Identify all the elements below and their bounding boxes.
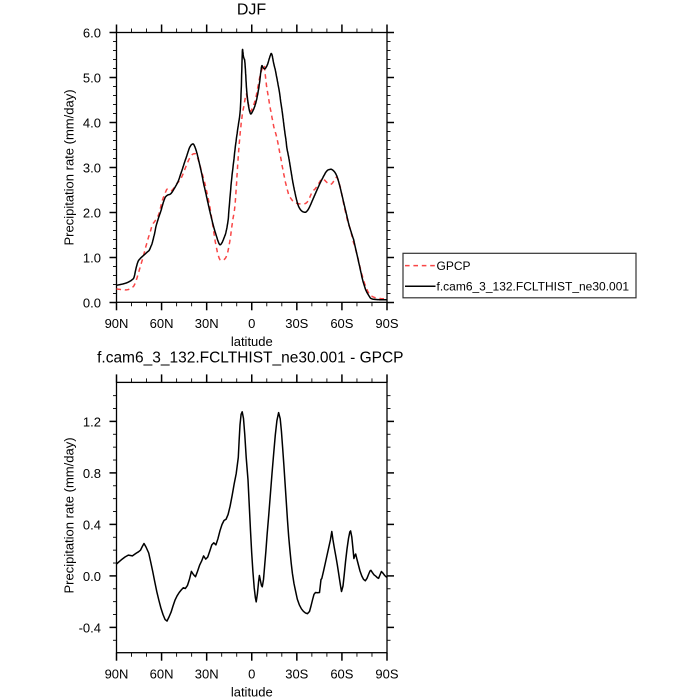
svg-text:4.0: 4.0: [83, 116, 101, 131]
svg-text:1.2: 1.2: [83, 414, 101, 429]
svg-text:30S: 30S: [285, 316, 308, 331]
svg-text:6.0: 6.0: [83, 26, 101, 41]
svg-text:90N: 90N: [105, 316, 129, 331]
svg-text:Precipitation rate (mm/day): Precipitation rate (mm/day): [62, 437, 77, 593]
svg-text:Precipitation rate (mm/day): Precipitation rate (mm/day): [62, 89, 77, 245]
svg-text:-0.4: -0.4: [79, 620, 101, 635]
svg-text:90S: 90S: [375, 667, 398, 682]
svg-text:0.0: 0.0: [83, 569, 101, 584]
svg-text:90N: 90N: [105, 667, 129, 682]
svg-text:f.cam6_3_132.FCLTHIST_ne30.001: f.cam6_3_132.FCLTHIST_ne30.001 - GPCP: [97, 350, 403, 367]
svg-text:30N: 30N: [195, 667, 219, 682]
svg-text:GPCP: GPCP: [437, 259, 471, 273]
svg-text:2.0: 2.0: [83, 206, 101, 221]
svg-text:f.cam6_3_132.FCLTHIST_ne30.001: f.cam6_3_132.FCLTHIST_ne30.001: [437, 280, 630, 294]
svg-text:1.0: 1.0: [83, 251, 101, 266]
svg-text:60S: 60S: [330, 316, 353, 331]
svg-text:DJF: DJF: [237, 2, 267, 19]
svg-text:0: 0: [248, 667, 255, 682]
svg-text:0.8: 0.8: [83, 466, 101, 481]
svg-text:0.0: 0.0: [83, 296, 101, 311]
svg-text:latitude: latitude: [231, 334, 273, 349]
svg-text:60N: 60N: [150, 667, 174, 682]
svg-text:0: 0: [248, 316, 255, 331]
svg-text:latitude: latitude: [231, 684, 273, 699]
svg-text:3.0: 3.0: [83, 161, 101, 176]
svg-text:5.0: 5.0: [83, 71, 101, 86]
svg-text:60N: 60N: [150, 316, 174, 331]
svg-text:90S: 90S: [375, 316, 398, 331]
svg-text:60S: 60S: [330, 667, 353, 682]
svg-text:30N: 30N: [195, 316, 219, 331]
svg-text:0.4: 0.4: [83, 517, 101, 532]
svg-text:30S: 30S: [285, 667, 308, 682]
